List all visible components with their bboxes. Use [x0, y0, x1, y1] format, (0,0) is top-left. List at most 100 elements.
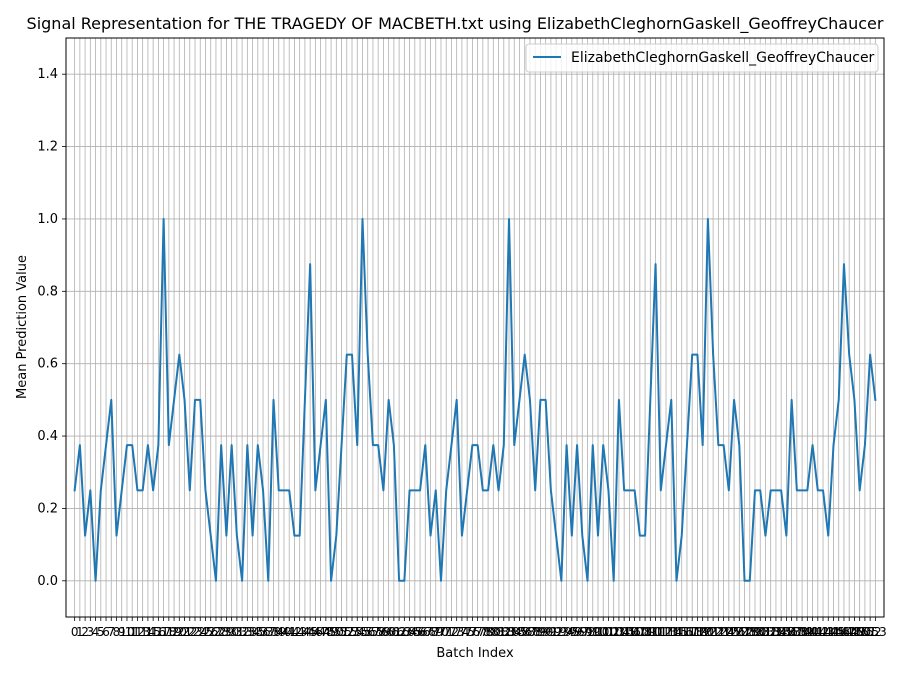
x-tick-label: 135: [770, 625, 793, 639]
x-tick-label: 8: [113, 625, 121, 639]
x-tick-label: 9: [118, 625, 126, 639]
x-tick-label: 22: [182, 625, 197, 639]
x-tick-label: 34: [245, 625, 260, 639]
x-tick-label: 110: [639, 625, 662, 639]
x-tick-label: 126: [723, 625, 746, 639]
x-tick-label: 16: [151, 625, 166, 639]
x-tick-label: 116: [670, 625, 693, 639]
x-tick-label: 48: [318, 625, 333, 639]
plot-area-background: [66, 38, 884, 617]
legend-box: [525, 43, 879, 73]
x-tick-label: 144: [817, 625, 840, 639]
x-tick-label: 102: [597, 625, 620, 639]
x-tick-label: 27: [208, 625, 223, 639]
x-tick-label: 131: [749, 625, 772, 639]
x-tick-label: 47: [313, 625, 328, 639]
x-tick-label: 26: [203, 625, 218, 639]
x-tick-label: 93: [554, 625, 569, 639]
x-tick-label: 23: [187, 625, 202, 639]
x-tick-label: 89: [533, 625, 548, 639]
x-tick-label: 150: [848, 625, 871, 639]
x-axis: 0123456789101112131415161718192021222324…: [71, 617, 887, 639]
x-tick-label: 25: [198, 625, 213, 639]
x-tick-label: 84: [507, 625, 522, 639]
series-layer: [73, 217, 877, 582]
series-line: [73, 217, 877, 582]
x-tick-label: 41: [282, 625, 297, 639]
x-tick-label: 0: [71, 625, 79, 639]
x-tick-label: 65: [407, 625, 422, 639]
x-tick-label: 40: [276, 625, 291, 639]
x-tick-label: 37: [261, 625, 276, 639]
x-axis-label: Batch Index: [436, 646, 514, 661]
x-tick-label: 76: [465, 625, 480, 639]
x-tick-label: 35: [250, 625, 265, 639]
y-axis-label: Mean Prediction Value: [15, 255, 30, 399]
x-tick-label: 10: [119, 625, 134, 639]
x-tick-label: 1: [76, 625, 84, 639]
x-tick-label: 98: [580, 625, 595, 639]
x-tick-label: 6: [102, 625, 110, 639]
x-tick-label: 73: [449, 625, 464, 639]
x-tick-label: 122: [702, 625, 725, 639]
x-tick-label: 97: [575, 625, 590, 639]
x-tick-label: 99: [585, 625, 600, 639]
x-tick-label: 11: [125, 625, 140, 639]
x-tick-label: 50: [329, 625, 344, 639]
y-tick-label: 0.2: [37, 501, 58, 516]
x-tick-label: 115: [665, 625, 688, 639]
x-tick-label: 83: [501, 625, 516, 639]
x-tick-label: 149: [843, 625, 866, 639]
x-tick-label: 96: [569, 625, 584, 639]
x-tick-label: 151: [853, 625, 876, 639]
x-tick-label: 57: [365, 625, 380, 639]
x-tick-label: 32: [234, 625, 249, 639]
x-tick-label: 39: [271, 625, 286, 639]
x-tick-label: 81: [491, 625, 506, 639]
x-tick-label: 112: [649, 625, 672, 639]
x-gridlines: [74, 38, 876, 617]
x-tick-label: 136: [775, 625, 798, 639]
x-tick-label: 134: [764, 625, 787, 639]
x-tick-label: 109: [634, 625, 657, 639]
x-tick-label: 63: [397, 625, 412, 639]
x-tick-label: 45: [303, 625, 318, 639]
x-tick-label: 62: [391, 625, 406, 639]
x-tick-label: 124: [712, 625, 735, 639]
x-tick-label: 152: [859, 625, 882, 639]
x-tick-label: 53: [344, 625, 359, 639]
x-tick-label: 60: [381, 625, 396, 639]
y-gridlines: [66, 73, 884, 582]
x-tick-label: 74: [454, 625, 469, 639]
legend-label: ElizabethCleghornGaskell_GeoffreyChaucer: [571, 50, 875, 66]
x-tick-label: 71: [439, 625, 454, 639]
x-tick-label: 12: [130, 625, 145, 639]
x-tick-label: 67: [418, 625, 433, 639]
x-tick-label: 52: [339, 625, 354, 639]
x-tick-label: 38: [266, 625, 281, 639]
x-tick-label: 54: [350, 625, 365, 639]
x-tick-label: 146: [827, 625, 850, 639]
x-tick-label: 119: [686, 625, 709, 639]
chart-title: Signal Representation for THE TRAGEDY OF…: [27, 14, 884, 34]
y-tick-label: 1.2: [37, 140, 58, 155]
y-tick-label: 0.0: [37, 574, 58, 589]
x-tick-label: 5: [97, 625, 105, 639]
x-tick-label: 88: [528, 625, 543, 639]
x-tick-label: 79: [480, 625, 495, 639]
x-tick-label: 120: [691, 625, 714, 639]
x-tick-label: 24: [193, 625, 208, 639]
x-tick-label: 2: [81, 625, 89, 639]
x-tick-label: 86: [517, 625, 532, 639]
x-tick-label: 82: [496, 625, 511, 639]
x-tick-label: 128: [733, 625, 756, 639]
x-tick-label: 77: [470, 625, 485, 639]
x-tick-label: 123: [707, 625, 730, 639]
x-tick-label: 103: [602, 625, 625, 639]
x-tick-label: 104: [607, 625, 630, 639]
x-tick-label: 13: [135, 625, 150, 639]
x-tick-label: 100: [587, 625, 610, 639]
x-tick-label: 95: [564, 625, 579, 639]
x-tick-label: 28: [214, 625, 229, 639]
